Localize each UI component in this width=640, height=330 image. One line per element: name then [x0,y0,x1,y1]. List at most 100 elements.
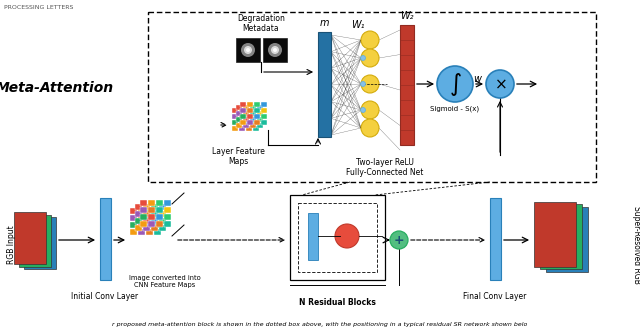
Bar [257,117,263,122]
Text: W₂: W₂ [400,11,413,21]
Bar [240,108,246,113]
Bar [130,229,137,235]
Bar [240,102,246,107]
Bar [253,114,259,119]
Bar [154,222,161,228]
Bar [546,207,588,272]
Bar [247,108,253,113]
Bar [236,117,242,122]
Text: Meta-Attention: Meta-Attention [0,81,114,95]
Bar [318,32,331,137]
Bar [400,25,414,145]
Bar [146,222,153,228]
Text: $\int$: $\int$ [449,71,461,97]
Bar [164,221,171,227]
Bar [247,120,253,125]
Circle shape [271,46,279,54]
Circle shape [244,46,252,54]
Circle shape [273,48,277,52]
Bar [236,111,242,116]
Bar [263,38,287,62]
Bar [148,214,155,220]
Bar [138,229,145,235]
Bar [154,229,161,235]
Bar [151,204,158,210]
Bar [159,204,166,210]
Bar [143,218,150,224]
Bar [246,120,252,125]
Text: PROCESSING LETTERS: PROCESSING LETTERS [4,5,74,10]
Bar [135,218,142,224]
Bar [146,215,153,221]
Circle shape [361,75,379,93]
Circle shape [361,101,379,119]
Bar [261,102,267,107]
Bar [19,214,51,267]
Bar [240,114,246,119]
Bar [254,108,260,113]
Circle shape [360,55,365,60]
Bar [290,195,385,280]
Bar [250,117,256,122]
Bar [232,126,238,131]
Bar [143,204,150,210]
Bar [257,105,263,110]
Text: Initial Conv Layer: Initial Conv Layer [72,292,139,301]
Bar [138,222,145,228]
Bar [148,221,155,227]
Text: r proposed meta-attention block is shown in the dotted box above, with the posit: r proposed meta-attention block is shown… [112,322,528,327]
Circle shape [390,231,408,249]
Circle shape [241,43,255,57]
Bar [148,207,155,213]
Bar [130,222,137,228]
Bar [253,120,259,125]
Bar [156,221,163,227]
Text: w: w [473,74,481,84]
Bar [143,211,150,217]
Bar [159,225,166,231]
Bar [246,126,252,131]
Circle shape [361,49,379,67]
Text: m: m [320,18,329,28]
Bar [247,102,253,107]
Circle shape [486,70,514,98]
Bar [159,218,166,224]
Text: +: + [394,234,404,247]
Text: RGB Input: RGB Input [8,226,17,264]
Bar [243,123,249,128]
Circle shape [360,82,365,86]
Bar [164,207,171,213]
Bar [246,108,252,113]
Bar [253,108,259,113]
Text: Image converted into
CNN Feature Maps: Image converted into CNN Feature Maps [129,275,201,288]
Bar [143,225,150,231]
Bar [140,214,147,220]
Circle shape [361,119,379,137]
Text: Final Conv Layer: Final Conv Layer [463,292,527,301]
Text: Two-layer ReLU
Fully-Connected Net: Two-layer ReLU Fully-Connected Net [346,158,424,178]
Bar [14,212,46,264]
Bar [232,108,238,113]
Bar [261,114,267,119]
Bar [156,214,163,220]
Bar [135,211,142,217]
Bar [247,114,253,119]
Bar [135,204,142,210]
Text: $\times$: $\times$ [493,77,506,91]
Bar [250,111,256,116]
Bar [308,213,318,260]
Circle shape [437,66,473,102]
Bar [243,111,249,116]
Bar [253,126,259,131]
Bar [151,211,158,217]
Bar [534,202,576,267]
Bar [140,200,147,206]
Bar [240,120,246,125]
Bar [232,114,238,119]
Bar [154,208,161,214]
Bar [148,200,155,206]
Bar [236,38,260,62]
Bar [246,114,252,119]
Circle shape [268,43,282,57]
Text: Degradation
Metadata: Degradation Metadata [237,14,285,33]
